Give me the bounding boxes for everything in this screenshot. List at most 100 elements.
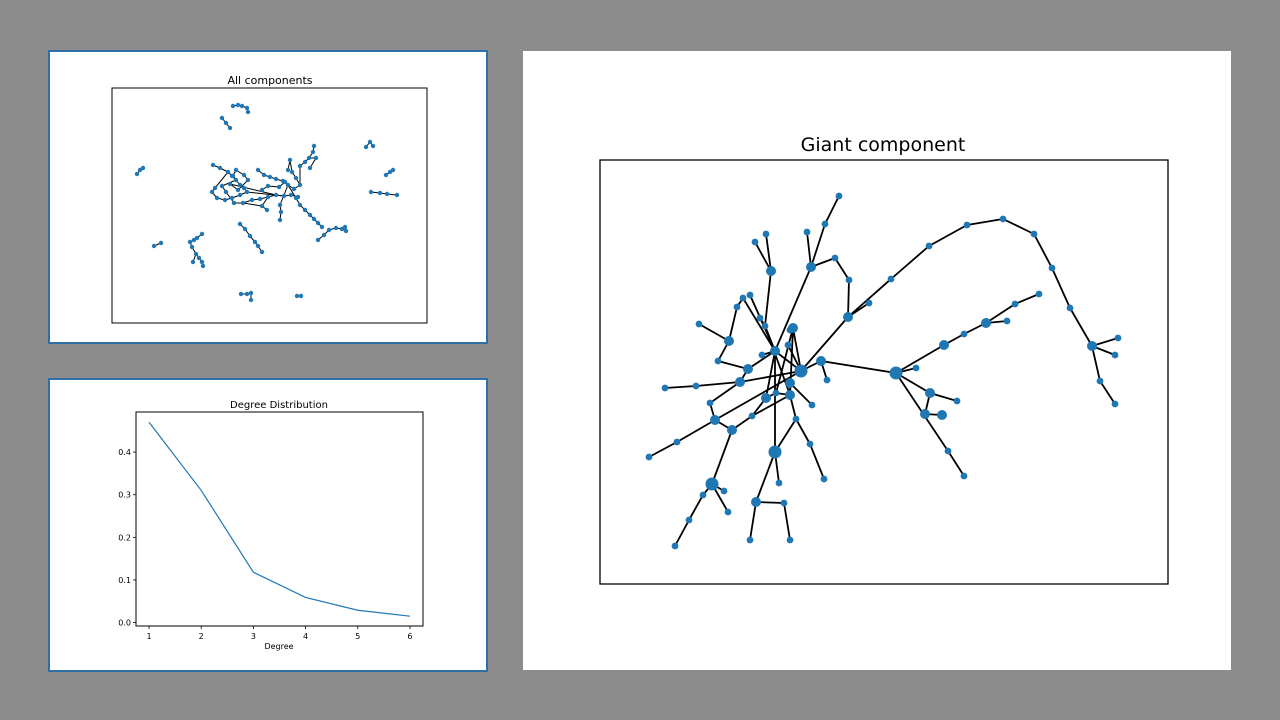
network-node [233,177,239,183]
network-node [710,415,720,425]
network-edge [242,202,263,207]
network-node [158,240,164,246]
network-node [803,228,811,236]
network-node [225,169,231,175]
network-edge [795,418,811,445]
network-node [231,200,237,206]
network-node [843,312,853,322]
network-node [190,259,196,265]
network-edge [806,231,812,268]
network-node [724,336,734,346]
network-edge [820,360,897,374]
network-edge [742,297,776,352]
network-node [1114,334,1122,342]
network-edge [847,278,892,318]
network-edge [775,327,794,394]
network-node [333,225,339,231]
network-node [230,173,236,179]
network-node [699,491,707,499]
network-node [963,221,971,229]
network-node [311,143,317,149]
network-edge [890,245,930,280]
network-node [235,102,241,108]
network-node [1030,230,1038,238]
network-node [313,155,319,161]
network-node [772,389,780,397]
network-node [394,192,400,198]
network-node [297,163,303,169]
network-node [780,499,788,507]
chart-title: Degree Distribution [230,400,328,411]
network-node [227,181,233,187]
network-edge [749,501,757,541]
network-node [264,207,270,213]
network-node [784,341,792,349]
chart-title: All components [227,74,312,87]
network-node [925,388,935,398]
network-node [661,384,669,392]
y-tick-label: 0.2 [118,533,131,542]
network-edge [709,381,741,404]
network-node [277,217,283,223]
network-node [187,239,193,245]
network-node [273,192,279,198]
network-node [1011,300,1019,308]
network-edge [928,224,968,247]
network-node [267,174,273,180]
network-node [751,497,761,507]
network-node [255,167,261,173]
network-node [761,393,771,403]
plot-frame [135,411,424,627]
network-edge [747,350,776,370]
network-node [981,318,991,328]
network-edge [824,195,840,225]
network-node [1111,400,1119,408]
network-node [277,202,283,208]
network-edge [774,418,797,453]
network-node [265,183,271,189]
network-node [249,197,255,203]
network-node [743,364,753,374]
network-node [199,259,205,265]
network-edge [728,306,738,342]
network-node [248,297,254,303]
network-node [939,340,949,350]
network-edge [966,218,1004,226]
network-node [281,193,287,199]
network-node [199,231,205,237]
network-edge [688,494,704,521]
network-node [806,262,816,272]
network-node [766,266,776,276]
network-node [786,326,794,334]
network-node [248,290,254,296]
network-node [785,378,795,388]
network-node [285,167,291,173]
giant-component-chart: Giant component [599,134,1169,585]
network-node [645,453,653,461]
network-node [315,237,321,243]
network-node [1035,290,1043,298]
network-edge [214,171,229,189]
network-node [720,487,728,495]
y-tick-label: 0.1 [118,576,131,585]
network-node [326,227,332,233]
network-node [768,445,782,459]
network-node [925,242,933,250]
x-tick-label: 3 [251,632,256,641]
network-node [845,276,853,284]
network-node [960,330,968,338]
network-edge [765,233,772,272]
network-node [194,235,200,241]
network-edge [985,303,1016,324]
network-node [944,447,952,455]
network-node [384,191,390,197]
network-node [746,536,754,544]
network-node [383,172,389,178]
network-node [237,192,243,198]
network-node [307,212,313,218]
degree-distribution-chart: Degree Distribution 1 2 3 4 5 6 0.0 0.1 0.2 0.3 0.… [118,400,424,651]
network-node [889,366,903,380]
network-edge [237,179,249,191]
network-node [692,382,700,390]
network-node [241,185,247,191]
